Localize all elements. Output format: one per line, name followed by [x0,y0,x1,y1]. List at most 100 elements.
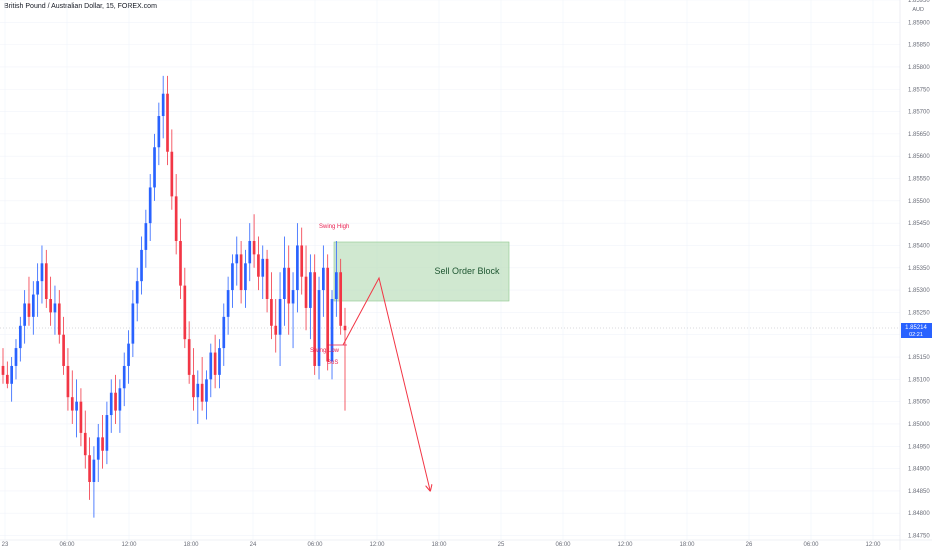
candle-body [10,365,14,384]
price-tick-label: 1.85450 [908,221,930,227]
sell-order-block-zone[interactable] [333,241,510,302]
candle-body [226,290,230,317]
price-tick-label: 1.85150 [908,355,930,361]
candle-body [40,263,44,282]
time-tick-label: 26 [746,542,753,548]
candle-body [44,263,48,300]
price-tick-label: 1.84750 [908,534,930,540]
price-tick-label: 1.85950 [908,0,930,4]
price-tick-label: 1.85600 [908,154,930,160]
price-tick-label: 1.85050 [908,400,930,406]
candle-body [291,290,295,304]
candles-group [1,75,347,518]
candle-body [231,263,234,291]
candle-body [339,272,343,326]
price-tick-label: 1.85750 [908,87,930,93]
candle-body [218,348,221,375]
price-tick-label: 1.85650 [908,132,930,138]
candle-body [313,272,317,366]
price-tick-label: 1.85000 [908,422,930,428]
projection-path[interactable] [342,276,430,490]
candle-body [205,379,208,402]
time-tick-label: 25 [498,542,505,548]
candle-body [127,343,130,366]
time-tick-label: 12:00 [121,542,137,548]
time-tick-label: 12:00 [865,542,881,548]
candle-body [5,374,9,384]
candle-body [209,352,213,380]
price-tick-label: 1.85500 [908,199,930,205]
candle-body [31,294,35,317]
candle-body [166,93,169,152]
candle-body [187,339,191,375]
chart-title: British Pound / Australian Dollar, 15, F… [4,3,157,10]
candle-body [343,325,347,331]
candle-body [62,334,65,366]
candle-body [122,365,126,389]
candle-body [27,303,31,317]
candle-body [192,374,195,398]
candle-body [140,249,143,282]
candle-body [322,267,325,291]
price-tick-label: 1.85550 [908,177,930,183]
candle-body [278,299,282,335]
time-tick-label: 06:00 [803,542,819,548]
candle-body [170,151,174,197]
candle-body [174,196,178,241]
time-tick-label: 24 [250,542,257,548]
candle-body [53,303,57,313]
candle-body [157,116,161,148]
candle-body [144,223,148,250]
last-price-tag [901,323,932,338]
candle-body [70,397,74,411]
currency-label: AUD [912,7,924,13]
candle-body [300,245,304,277]
candle-body [235,254,239,264]
candle-body [196,383,200,398]
candle-body [36,281,39,295]
sell-order-block-label: Sell Order Block [434,266,500,276]
candle-body [135,281,139,304]
candle-body [179,240,182,286]
price-tick-label: 1.85900 [908,20,930,26]
time-tick-label: 12:00 [617,542,633,548]
candle-body [23,303,26,326]
candle-body [88,455,91,482]
price-tick-label: 1.84850 [908,489,930,495]
candle-body [114,392,117,411]
candle-body [79,401,83,433]
candle-body [57,303,61,335]
candle-body [109,392,113,416]
swing-low-label: Swing Low [310,348,340,354]
candle-body [309,272,312,308]
candle-body [326,267,330,362]
candle-body [257,254,260,277]
candle-body [239,254,243,291]
candle-body [161,93,165,117]
candle-body [222,316,226,349]
price-tick-label: 1.84900 [908,467,930,473]
candle-body [283,267,286,300]
price-tick-label: 1.85850 [908,43,930,49]
price-tick-label: 1.85250 [908,310,930,316]
price-tick-label: 1.85700 [908,110,930,116]
time-tick-label: 06:00 [307,542,323,548]
candle-body [334,272,338,300]
candle-body [317,290,321,366]
candle-body [118,388,122,411]
candle-body [148,187,152,224]
candle-body [96,437,100,460]
candle-body [200,383,204,402]
time-tick-label: 18:00 [679,542,695,548]
candle-body [270,299,273,326]
time-tick-label: 12:00 [369,542,385,548]
candle-body [244,263,247,291]
price-tick-label: 1.85100 [908,377,930,383]
candle-body [274,325,278,335]
countdown-label: 02:21 [909,332,923,338]
candle-body [287,267,291,304]
swing-high-label: Swing High [319,224,349,230]
candle-body [105,415,109,451]
last-price-label: 1.85214 [905,325,927,331]
